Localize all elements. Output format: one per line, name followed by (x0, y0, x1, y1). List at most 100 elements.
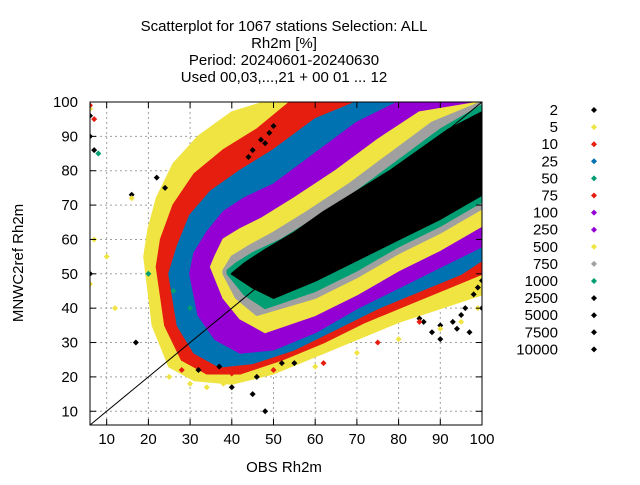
data-point (353, 349, 360, 356)
data-point (474, 284, 481, 291)
data-point (416, 315, 423, 322)
data-point (320, 360, 327, 367)
legend-marker (591, 295, 597, 302)
data-point (416, 318, 423, 325)
data-point (253, 373, 260, 380)
data-point (262, 140, 269, 147)
x-tick-label: 10 (98, 431, 115, 448)
data-point (166, 373, 173, 380)
data-point (195, 367, 202, 374)
legend-label: 75 (541, 188, 558, 205)
data-point (270, 367, 277, 374)
x-tick-label: 100 (469, 431, 494, 448)
legend-label: 5000 (525, 307, 558, 324)
data-point (249, 147, 256, 154)
data-point (228, 384, 235, 391)
data-point (458, 318, 465, 325)
data-point (270, 123, 277, 130)
legend-label: 1000 (525, 273, 558, 290)
y-tick-label: 50 (61, 266, 78, 283)
plot-area (90, 102, 482, 425)
data-point (312, 363, 319, 370)
y-tick-label: 40 (61, 300, 78, 317)
plot-clip-group (90, 102, 482, 425)
x-tick-label: 60 (307, 431, 324, 448)
x-tick-label: 20 (140, 431, 157, 448)
data-point (466, 329, 473, 336)
legend-label: 10 (541, 136, 558, 153)
data-point (278, 360, 285, 367)
chart-title-line: Scatterplot for 1067 stations Selection:… (141, 18, 428, 35)
legend-label: 750 (533, 256, 558, 273)
legend-label: 5 (550, 119, 558, 136)
y-tick-label: 20 (61, 369, 78, 386)
legend: 2510255075100250500750100025005000750010… (516, 102, 597, 358)
x-tick-label: 70 (349, 431, 366, 448)
legend-marker (591, 107, 597, 113)
data-point (187, 305, 194, 312)
data-point (128, 191, 135, 198)
data-point (228, 370, 235, 377)
axes: 10 20 30 40 50 60 70 80 90 100 10 20 30 40 50 60 70 80 90 1… (53, 94, 495, 448)
legend-label: 25 (541, 153, 558, 170)
data-point (220, 380, 227, 387)
y-tick-label: 10 (61, 403, 78, 420)
data-point (245, 153, 252, 160)
x-axis-label: OBS Rh2m (246, 459, 322, 476)
data-point (437, 336, 444, 343)
legend-label: 2 (550, 102, 558, 119)
data-point (170, 287, 177, 294)
data-point (128, 195, 135, 202)
data-point (90, 102, 93, 109)
legend-marker (591, 329, 597, 336)
data-point (249, 391, 256, 398)
x-tick-label: 50 (265, 431, 282, 448)
data-point (91, 116, 98, 123)
legend-label: 250 (533, 222, 558, 239)
data-point (145, 270, 152, 277)
chart-title-line: Period: 20240601-20240630 (189, 52, 379, 69)
data-point (470, 291, 477, 298)
x-tick-label: 40 (223, 431, 240, 448)
y-axis-label: MNWC2ref Rh2m (10, 204, 27, 322)
data-point (203, 384, 210, 391)
y-tick-label: 100 (53, 94, 78, 111)
y-tick-label: 30 (61, 335, 78, 352)
data-point (90, 112, 93, 119)
legend-marker (591, 209, 597, 216)
legend-marker (591, 278, 597, 284)
diagonal-reference-line (90, 102, 482, 425)
x-tick-label: 80 (390, 431, 407, 448)
data-point (420, 318, 427, 325)
y-tick-label: 60 (61, 231, 78, 248)
data-point (132, 339, 139, 346)
data-point (103, 253, 110, 260)
data-point (187, 380, 194, 387)
legend-marker (591, 192, 597, 199)
data-point (90, 281, 93, 288)
legend-label: 500 (533, 239, 558, 256)
data-point (437, 325, 444, 332)
legend-label: 10000 (516, 341, 558, 358)
legend-label: 100 (533, 205, 558, 222)
data-point (153, 174, 160, 181)
data-point (257, 136, 264, 143)
legend-marker (591, 158, 597, 165)
x-tick-label: 30 (182, 431, 199, 448)
legend-marker (591, 312, 597, 319)
data-point (449, 318, 456, 325)
data-point (178, 367, 185, 374)
legend-marker (591, 124, 597, 131)
legend-label: 50 (541, 170, 558, 187)
plot-border (89, 101, 483, 426)
data-point (437, 322, 444, 329)
legend-marker (591, 260, 597, 267)
legend-marker (591, 141, 597, 148)
data-point (479, 277, 482, 284)
chart-title-line: Used 00,03,...,21 + 00 01 ... 12 (181, 69, 387, 86)
data-point (291, 360, 298, 367)
data-point (453, 325, 460, 332)
chart-title: Scatterplot for 1067 stations Selection:… (141, 18, 428, 86)
